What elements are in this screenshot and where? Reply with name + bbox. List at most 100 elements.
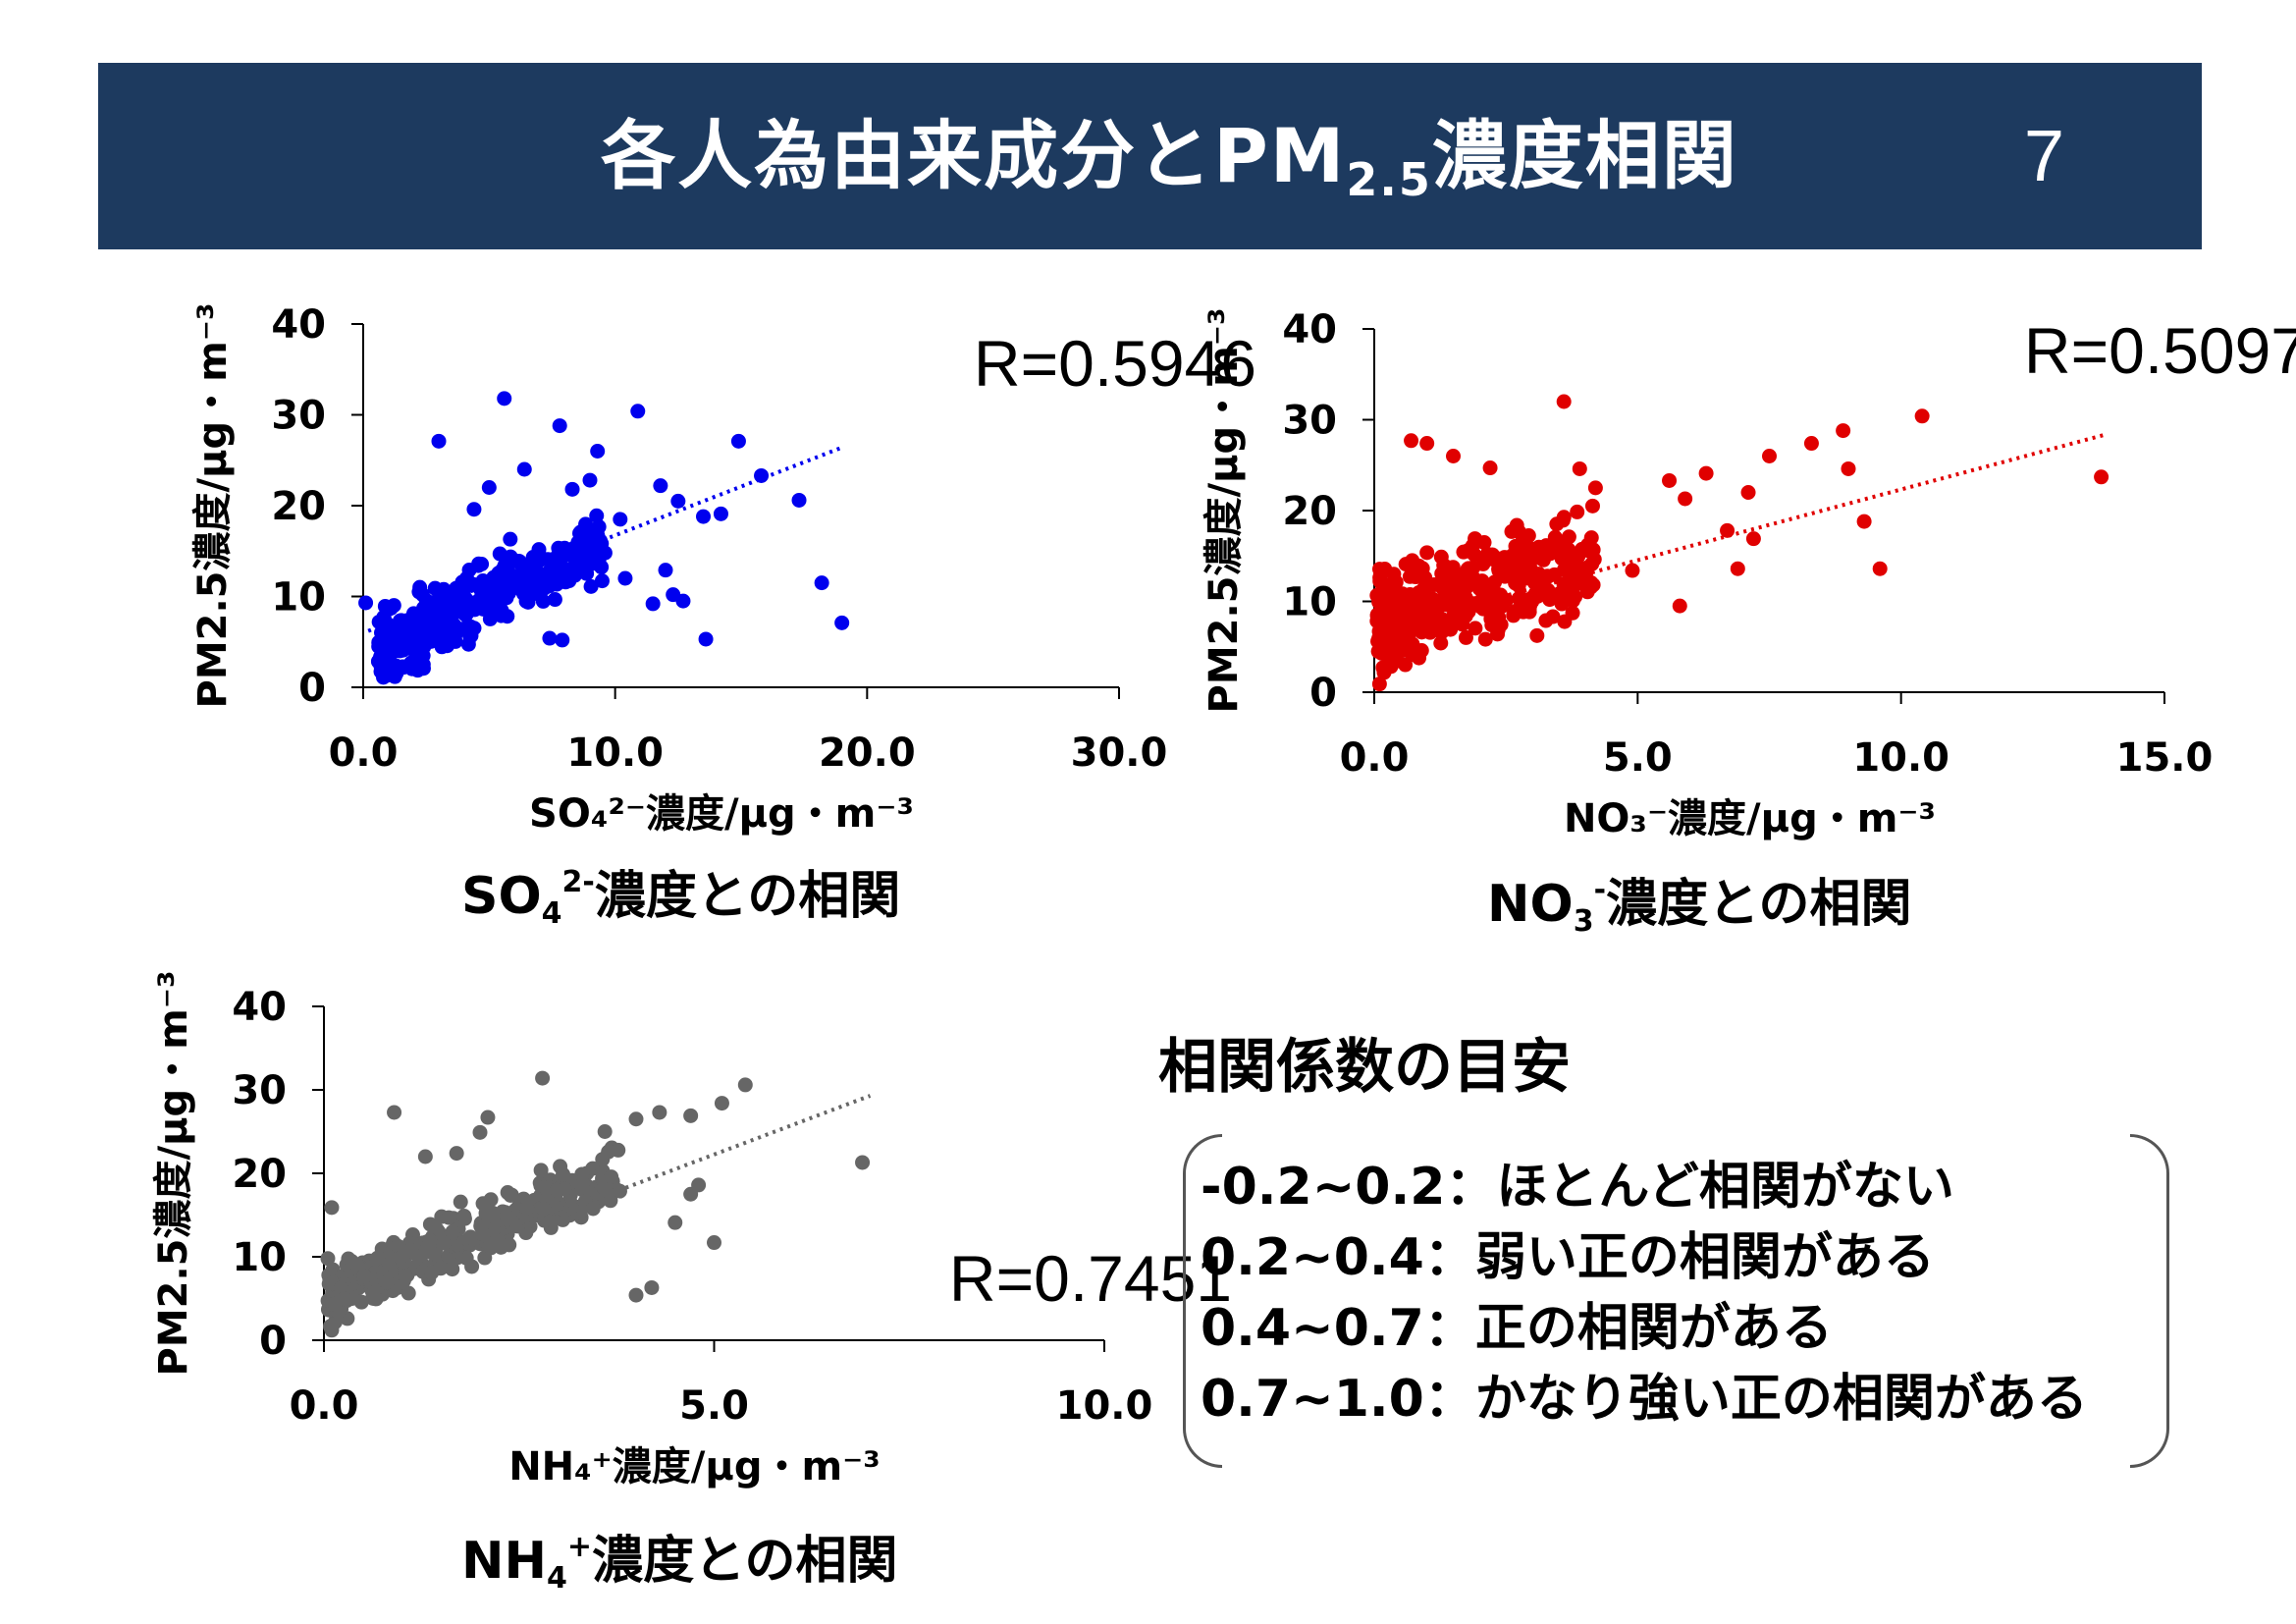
data-point bbox=[494, 588, 509, 604]
data-point bbox=[1535, 578, 1551, 594]
data-point bbox=[1584, 498, 1600, 514]
data-point bbox=[691, 1177, 707, 1193]
data-point bbox=[1501, 559, 1517, 574]
data-point bbox=[552, 418, 567, 434]
data-point bbox=[1565, 605, 1580, 621]
guide-row: 0.2~0.4：弱い正の相関がある bbox=[1201, 1228, 1935, 1287]
data-point bbox=[1856, 514, 1872, 529]
data-point bbox=[1433, 635, 1449, 651]
data-point bbox=[670, 493, 686, 509]
data-point bbox=[412, 579, 428, 595]
data-point bbox=[1419, 436, 1435, 452]
y-axis-label: PM2.5濃度/μg・m⁻³ bbox=[190, 303, 236, 709]
data-point bbox=[1581, 543, 1597, 559]
data-point bbox=[441, 1210, 456, 1225]
data-point bbox=[1396, 623, 1412, 639]
guide-row: -0.2~0.2：ほとんど相関がない bbox=[1201, 1158, 1954, 1217]
x-tick-label: 5.0 bbox=[1603, 735, 1673, 781]
data-point bbox=[645, 596, 661, 612]
data-point bbox=[371, 614, 387, 629]
slide-title: 各人為由来成分とPM2.5濃度相関 bbox=[601, 112, 1738, 206]
data-point bbox=[1841, 460, 1856, 476]
x-tick-label: 0.0 bbox=[1340, 735, 1410, 781]
x-tick-label: 10.0 bbox=[1852, 735, 1949, 781]
data-point bbox=[582, 472, 598, 488]
y-tick-label: 30 bbox=[232, 1068, 287, 1113]
data-point bbox=[1482, 460, 1498, 476]
data-point bbox=[1553, 590, 1569, 606]
x-tick-label: 10.0 bbox=[566, 731, 664, 776]
data-point bbox=[1419, 545, 1435, 561]
data-point bbox=[387, 624, 402, 640]
data-point bbox=[1542, 546, 1558, 562]
data-point bbox=[1468, 531, 1483, 547]
data-point bbox=[814, 575, 829, 591]
data-point bbox=[653, 478, 668, 494]
data-point bbox=[1662, 472, 1678, 488]
data-point bbox=[1456, 544, 1471, 560]
x-axis-label: NH₄⁺濃度/μg・m⁻³ bbox=[508, 1444, 881, 1489]
data-point bbox=[475, 1226, 491, 1242]
data-point bbox=[1451, 571, 1467, 587]
data-point bbox=[1579, 560, 1595, 575]
data-point bbox=[1379, 596, 1395, 612]
data-point bbox=[1422, 600, 1438, 616]
axes: 0 10 20 30 40 0.0 5.0 10.0 15.0 bbox=[1282, 307, 2213, 781]
data-point bbox=[628, 1287, 644, 1303]
data-point bbox=[1511, 590, 1526, 606]
axes: 0 10 20 30 40 0.0 10.0 20.0 30.0 bbox=[271, 302, 1167, 776]
y-axis-label: PM2.5濃度/μg・m⁻³ bbox=[151, 971, 196, 1377]
data-point bbox=[480, 598, 496, 614]
data-points bbox=[320, 1070, 871, 1338]
data-point bbox=[1914, 408, 1930, 424]
data-point bbox=[597, 1124, 613, 1139]
x-tick-label: 5.0 bbox=[679, 1383, 749, 1429]
data-point bbox=[433, 635, 449, 651]
data-point bbox=[1475, 556, 1491, 571]
data-point bbox=[1405, 636, 1420, 652]
y-tick-label: 40 bbox=[271, 302, 326, 348]
y-tick-label: 0 bbox=[298, 666, 326, 711]
y-tick-label: 0 bbox=[1309, 671, 1337, 716]
data-point bbox=[482, 1238, 498, 1254]
data-point bbox=[472, 1124, 488, 1140]
data-point bbox=[1403, 597, 1418, 613]
data-point bbox=[453, 1194, 468, 1210]
data-point bbox=[855, 1155, 871, 1170]
data-point bbox=[427, 594, 443, 610]
data-point bbox=[1415, 561, 1430, 576]
data-point bbox=[572, 524, 588, 540]
data-point bbox=[707, 1235, 721, 1251]
data-point bbox=[1477, 631, 1493, 647]
x-tick-label: 20.0 bbox=[819, 731, 916, 776]
data-point bbox=[417, 1149, 433, 1164]
data-point bbox=[1551, 535, 1567, 551]
data-point bbox=[652, 1105, 667, 1120]
data-point bbox=[1672, 598, 1687, 614]
data-point bbox=[549, 1182, 564, 1198]
data-point bbox=[1556, 576, 1572, 592]
data-point bbox=[730, 433, 746, 449]
data-point bbox=[791, 492, 807, 508]
data-point bbox=[737, 1077, 753, 1093]
data-point bbox=[381, 601, 397, 617]
correlation-guide-box: -0.2~0.2：ほとんど相関がない 0.2~0.4：弱い正の相関がある 0.4… bbox=[1183, 1134, 2169, 1468]
data-point bbox=[754, 467, 770, 483]
data-point bbox=[322, 1319, 338, 1334]
data-point bbox=[1625, 563, 1640, 578]
data-point bbox=[675, 593, 691, 609]
x-axis-label: NO₃⁻濃度/μg・m⁻³ bbox=[1564, 796, 1936, 841]
data-point bbox=[1415, 581, 1431, 597]
data-point bbox=[555, 632, 570, 648]
data-point bbox=[533, 552, 549, 568]
data-point bbox=[696, 509, 711, 524]
nh4-caption: NH4+濃度との相関 bbox=[461, 1530, 898, 1596]
data-point bbox=[441, 1248, 456, 1264]
slide-header: 各人為由来成分とPM2.5濃度相関 7 bbox=[98, 63, 2202, 249]
data-point bbox=[533, 1163, 549, 1178]
y-tick-label: 40 bbox=[232, 985, 287, 1030]
data-point bbox=[448, 633, 463, 649]
data-point bbox=[565, 566, 581, 581]
data-point bbox=[502, 1237, 517, 1253]
y-tick-label: 20 bbox=[232, 1152, 287, 1197]
